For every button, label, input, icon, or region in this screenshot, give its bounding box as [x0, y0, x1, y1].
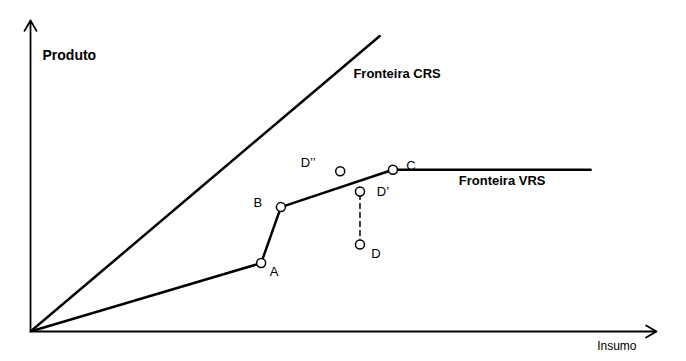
svg-text:D’: D’ — [377, 184, 389, 199]
svg-text:A: A — [270, 264, 279, 279]
svg-text:Produto: Produto — [43, 47, 97, 63]
svg-text:C: C — [406, 158, 415, 173]
svg-text:D: D — [371, 246, 380, 261]
svg-text:B: B — [254, 195, 263, 210]
svg-text:D’’: D’’ — [301, 154, 316, 169]
svg-text:Fronteira CRS: Fronteira CRS — [353, 66, 441, 81]
svg-text:Fronteira VRS: Fronteira VRS — [459, 173, 546, 188]
svg-text:Insumo: Insumo — [597, 339, 637, 353]
